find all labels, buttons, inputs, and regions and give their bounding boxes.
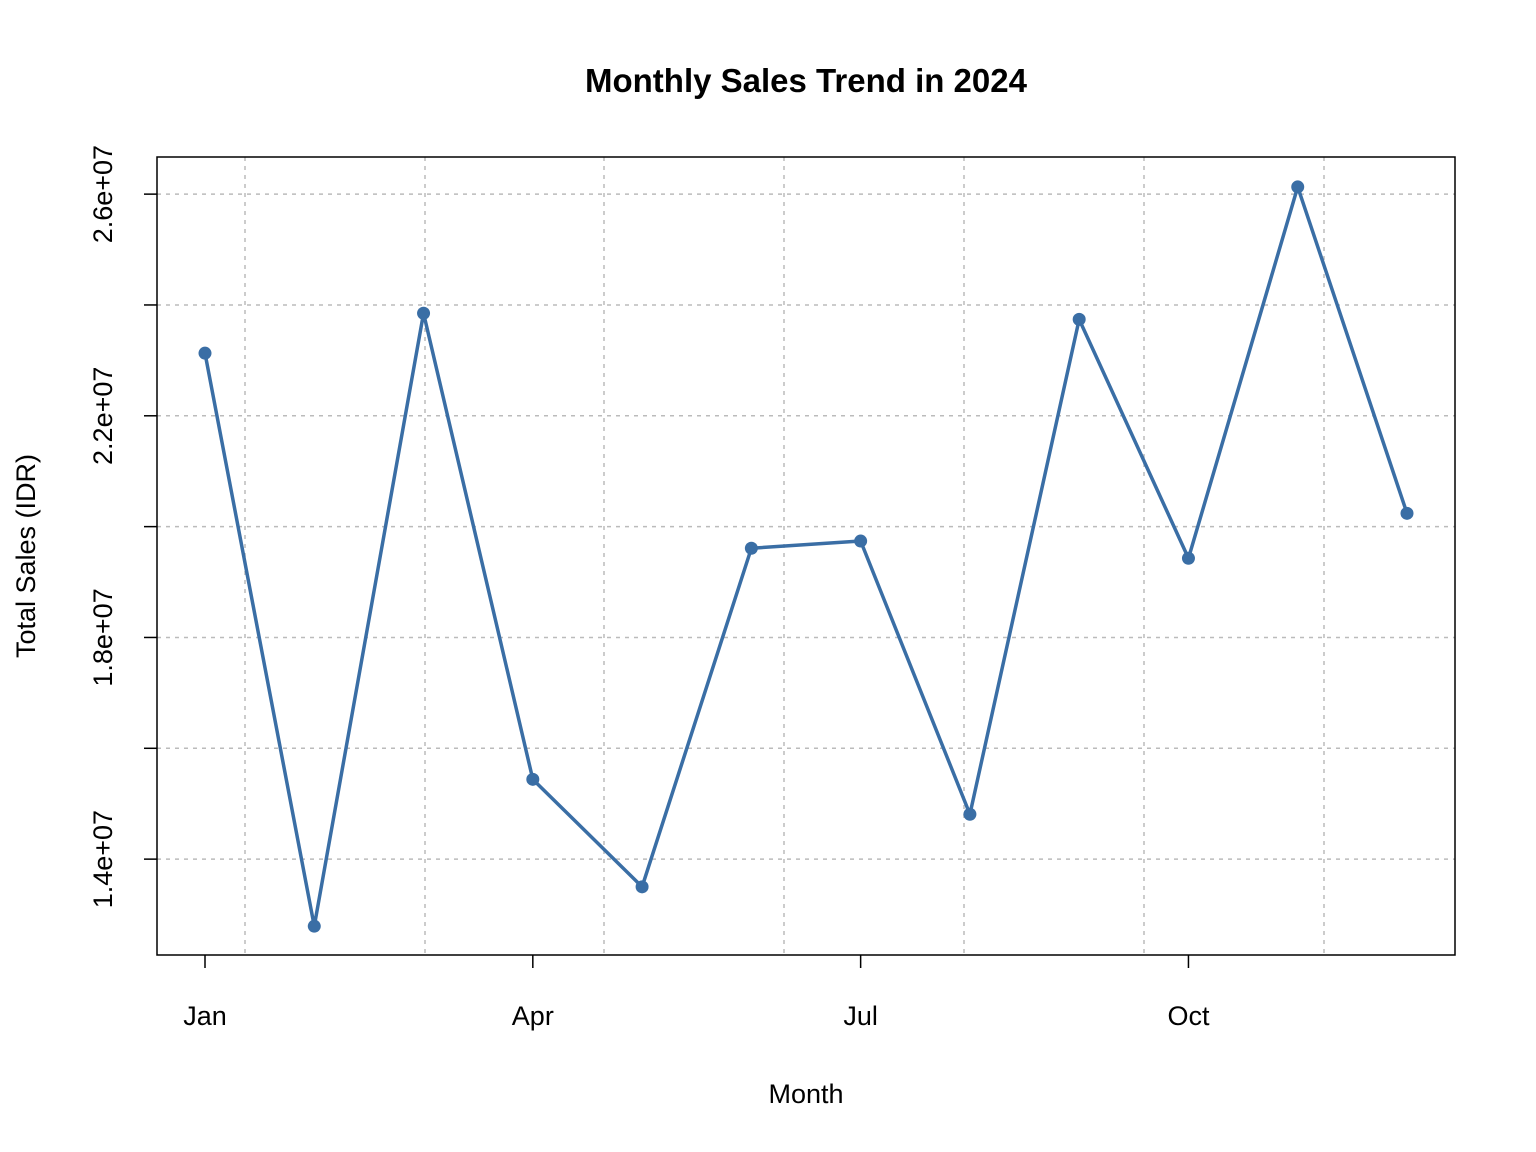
x-tick-label: Apr bbox=[512, 1001, 554, 1031]
point bbox=[307, 919, 321, 933]
point bbox=[417, 306, 431, 320]
chart-title: Monthly Sales Trend in 2024 bbox=[585, 62, 1028, 99]
y-tick-label: 2.2e+07 bbox=[88, 367, 118, 465]
point bbox=[1181, 551, 1195, 565]
point bbox=[635, 880, 649, 894]
y-tick-label: 1.8e+07 bbox=[88, 588, 118, 686]
point bbox=[526, 772, 540, 786]
point bbox=[1072, 312, 1086, 326]
point bbox=[854, 534, 868, 548]
y-tick-label: 1.4e+07 bbox=[88, 810, 118, 908]
point bbox=[198, 346, 212, 360]
line bbox=[203, 185, 1409, 928]
y-tick-label: 2.6e+07 bbox=[88, 145, 118, 243]
point bbox=[963, 807, 977, 821]
x-tick-label: Jul bbox=[843, 1001, 878, 1031]
x-axis-label: Month bbox=[768, 1079, 843, 1109]
point bbox=[1291, 180, 1305, 194]
point bbox=[744, 541, 758, 555]
x-tick-label: Oct bbox=[1167, 1001, 1210, 1031]
plot-frame bbox=[156, 156, 1456, 956]
point bbox=[1400, 506, 1414, 520]
x-tick-label: Jan bbox=[183, 1001, 227, 1031]
y-axis-label: Total Sales (IDR) bbox=[11, 454, 41, 658]
